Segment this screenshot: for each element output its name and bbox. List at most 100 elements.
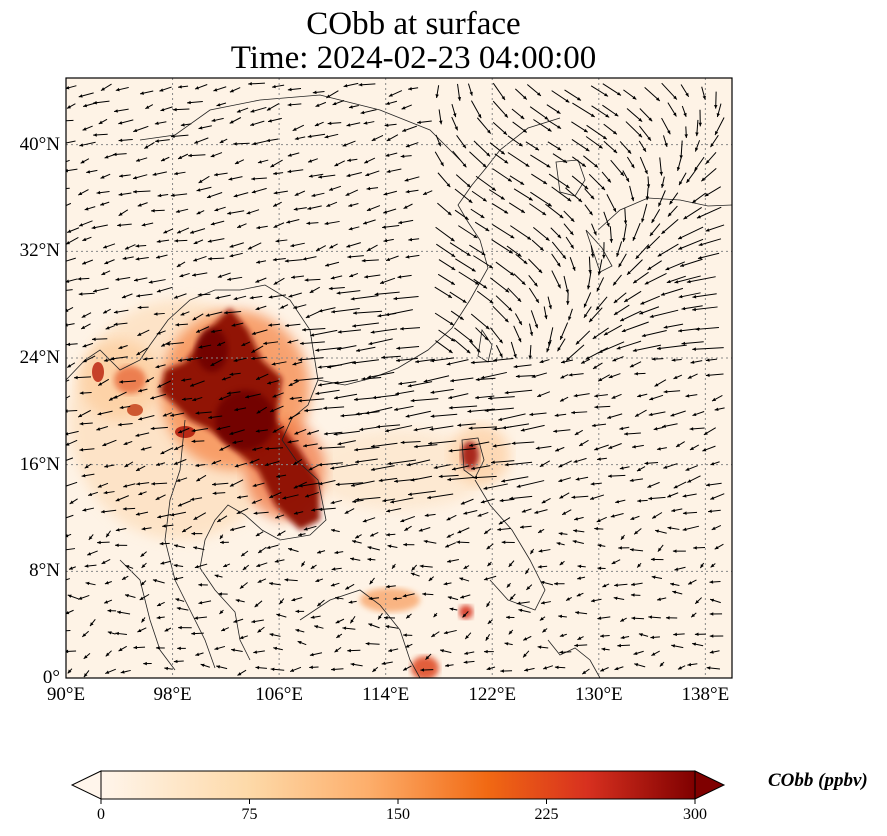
wind-vector-head — [433, 465, 438, 470]
wind-vector-head — [419, 564, 424, 568]
wind-vector-head — [251, 619, 256, 624]
wind-vector-head — [676, 166, 681, 171]
wind-vector-head — [473, 234, 478, 239]
wind-vector-head — [151, 482, 155, 486]
wind-vector-head — [362, 519, 367, 523]
wind-vector-head — [542, 628, 547, 633]
wind-vector-head — [679, 181, 683, 186]
wind-vector-head — [176, 606, 181, 611]
wind-vector-head — [710, 496, 715, 500]
wind-vector-head — [524, 668, 529, 672]
wind-vector-head — [648, 496, 653, 501]
wind-vector-head — [217, 342, 222, 346]
wind-vector-head — [233, 194, 238, 198]
wind-vector-head — [156, 255, 160, 259]
wind-vector-head — [330, 500, 335, 505]
wind-vector-head — [141, 564, 146, 568]
wind-vector-head — [290, 243, 295, 248]
wind-vector-head — [298, 398, 302, 403]
wind-vector-head — [554, 582, 558, 586]
wind-vector-head — [115, 543, 119, 548]
wind-vector-head — [602, 254, 606, 259]
wind-vector-head — [685, 467, 690, 471]
wind-vector-head — [334, 381, 339, 385]
wind-vector-head — [150, 396, 155, 400]
wind-vector-head — [246, 211, 251, 215]
wind-vector-head — [692, 642, 697, 646]
wind-vector-head — [539, 616, 544, 621]
wind-vector-head — [562, 254, 566, 259]
wind-vector-head — [346, 173, 351, 178]
wind-vector-head — [646, 184, 651, 188]
wind-vector — [492, 305, 509, 323]
wind-vector-head — [621, 328, 626, 333]
wind-vector-head — [705, 228, 710, 232]
wind-vector-head — [237, 672, 242, 676]
wind-vector-head — [179, 273, 184, 278]
wind-vector-head — [329, 245, 334, 249]
wind-vector-head — [365, 172, 370, 177]
wind-vector-head — [583, 128, 588, 133]
wind-vector-head — [617, 643, 621, 648]
wind-vector — [495, 295, 513, 312]
wind-vector — [641, 330, 667, 337]
wind-vector — [297, 398, 325, 402]
wind-vector-head — [104, 155, 109, 159]
wind-vector-head — [546, 164, 551, 168]
wind-vector — [492, 223, 515, 239]
wind-vector-head — [471, 466, 475, 471]
wind-vector-head — [602, 135, 607, 140]
wind-vector-head — [649, 232, 654, 237]
wind-vector-head — [647, 484, 652, 488]
wind-vector-head — [372, 668, 377, 672]
wind-vector-head — [367, 557, 372, 562]
wind-vector-head — [123, 441, 128, 445]
wind-vector-head — [539, 463, 544, 467]
x-tick-label: 114°E — [362, 684, 410, 705]
wind-vector-head — [423, 539, 428, 544]
wind-vector-head — [638, 133, 643, 138]
wind-vector-head — [88, 492, 93, 497]
wind-vector-head — [210, 153, 215, 158]
wind-vector-head — [229, 372, 234, 376]
wind-vector-head — [509, 596, 514, 601]
wind-vector-head — [574, 643, 579, 648]
wind-vector-head — [287, 340, 292, 344]
wind-vector — [355, 458, 378, 463]
wind-vector-head — [88, 536, 93, 540]
wind-vector-head — [97, 540, 101, 545]
wind-vector-head — [196, 188, 201, 192]
wind-vector-head — [517, 253, 522, 257]
wind-vector-head — [430, 414, 435, 418]
wind-vector-head — [614, 112, 619, 117]
wind-vector-head — [273, 171, 277, 176]
wind-vector-head — [407, 384, 412, 388]
wind-vector-head — [619, 426, 624, 431]
wind-vector-head — [463, 660, 468, 664]
wind-vector-head — [594, 394, 598, 398]
wind-vector-head — [378, 615, 382, 620]
wind-vector-head — [141, 618, 145, 623]
wind-vector-head — [666, 279, 671, 284]
wind-vector-head — [398, 220, 403, 225]
wind-vector-head — [271, 362, 276, 366]
wind-vector-head — [370, 330, 375, 334]
wind-vector-head — [137, 203, 142, 207]
wind-vector-head — [217, 518, 222, 522]
wind-vector-head — [544, 315, 548, 320]
wind-vector-head — [664, 142, 668, 147]
wind-vector — [509, 495, 533, 500]
wind-vector-head — [520, 181, 525, 185]
wind-vector-head — [310, 615, 315, 619]
wind-vector-head — [459, 577, 464, 581]
wind-vector-head — [66, 342, 71, 347]
wind-vector-head — [438, 474, 443, 479]
wind-vector-head — [74, 375, 78, 380]
wind-vector-head — [590, 482, 595, 486]
wind-vector-head — [191, 531, 196, 536]
wind-vector-head — [245, 395, 250, 399]
wind-vector — [293, 377, 324, 382]
wind-vector-head — [368, 341, 373, 346]
wind-vector — [491, 460, 515, 464]
wind-vector-head — [445, 544, 450, 548]
